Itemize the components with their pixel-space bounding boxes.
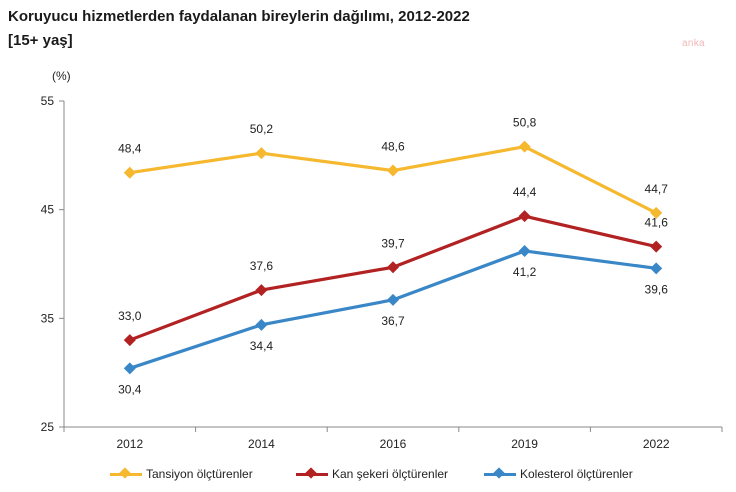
legend-diamond-icon: [493, 466, 505, 479]
data-point-marker: [387, 293, 399, 306]
data-label: 30,4: [118, 382, 142, 396]
legend-swatch-icon: [296, 466, 328, 479]
legend-diamond-icon: [119, 466, 131, 479]
data-label: 48,4: [118, 142, 142, 156]
y-tick-label: 35: [41, 311, 55, 325]
data-label: 50,2: [250, 122, 274, 136]
data-label: 44,4: [513, 185, 537, 199]
data-point-marker: [650, 262, 663, 275]
data-point-marker: [255, 284, 268, 297]
watermark-logo: anka: [682, 38, 705, 49]
data-label: 36,7: [381, 314, 405, 328]
data-point-marker: [123, 362, 136, 375]
line-chart: 25 35 45 55 (%) 2012 2014 2016 2019 2022 48,4 50,2 4…: [41, 69, 723, 451]
legend-item: Kan şekeri ölçtürenler: [296, 462, 448, 486]
data-point-marker: [255, 318, 268, 331]
data-point-marker: [518, 244, 531, 257]
data-label: 33,0: [118, 309, 142, 323]
data-point-marker: [123, 166, 136, 179]
data-point-marker: [387, 164, 399, 177]
data-label: 44,7: [645, 182, 669, 196]
data-point-marker: [123, 334, 136, 347]
data-label: 34,4: [250, 339, 274, 353]
legend-label: Kolesterol ölçtürenler: [520, 467, 633, 481]
x-tick-label: 2022: [643, 437, 670, 451]
y-tick-label: 55: [41, 94, 55, 108]
data-point-marker: [518, 210, 531, 223]
data-label: 37,6: [250, 259, 274, 273]
data-label: 50,8: [513, 116, 537, 130]
legend-label: Tansiyon ölçtürenler: [146, 467, 253, 481]
legend-swatch-icon: [484, 466, 516, 479]
data-point-marker: [518, 140, 531, 153]
data-label: 39,7: [381, 236, 405, 250]
data-label: 41,6: [645, 216, 669, 230]
data-point-marker: [650, 240, 663, 253]
chart-legend: Tansiyon ölçtürenler Kan şekeri ölçtürenl…: [0, 462, 736, 486]
legend-item: Tansiyon ölçtürenler: [110, 462, 253, 486]
series-line: [129, 145, 657, 215]
chart-title: Koruyucu hizmetlerden faydalanan bireyle…: [8, 8, 470, 25]
x-tick-label: 2016: [380, 437, 407, 451]
y-axis-label: (%): [52, 69, 71, 83]
legend-swatch-icon: [110, 466, 142, 479]
data-label: 39,6: [645, 282, 669, 296]
data-point-marker: [387, 261, 399, 274]
y-tick-label: 25: [41, 420, 55, 434]
legend-item: Kolesterol ölçtürenler: [484, 462, 633, 486]
data-label: 48,6: [381, 140, 405, 154]
data-point-marker: [650, 206, 663, 219]
x-tick-label: 2014: [248, 437, 275, 451]
y-tick-label: 45: [41, 203, 55, 217]
data-point-marker: [255, 147, 268, 160]
x-tick-label: 2019: [511, 437, 538, 451]
data-label: 41,2: [513, 265, 537, 279]
chart-subtitle: [15+ yaş]: [8, 32, 73, 49]
x-tick-label: 2012: [116, 437, 143, 451]
legend-label: Kan şekeri ölçtürenler: [332, 467, 449, 481]
legend-diamond-icon: [305, 466, 317, 479]
